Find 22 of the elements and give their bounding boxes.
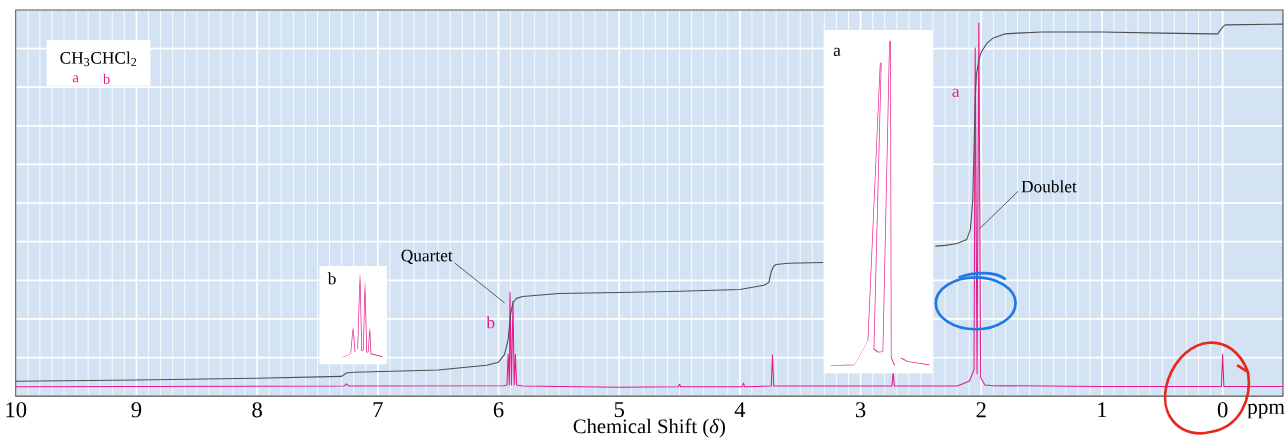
annotation: b bbox=[102, 73, 110, 84]
x-tick-label: 0 bbox=[1217, 402, 1228, 418]
x-tick-label: 10 bbox=[6, 402, 27, 418]
x-tick-label: 7 bbox=[373, 402, 383, 417]
x-tick-label: 1 bbox=[1098, 402, 1107, 418]
annotation: CH$_{3}$CHCl$_{2}$ bbox=[60, 51, 137, 67]
x-tick-label: 4 bbox=[734, 402, 746, 418]
annotation: b bbox=[486, 316, 495, 329]
annotation: Quartet bbox=[401, 249, 453, 265]
x-tick-label: 2 bbox=[976, 402, 986, 418]
x-tick-label: 5 bbox=[614, 402, 624, 418]
annotation: a bbox=[72, 75, 79, 83]
x-axis-title: Chemical Shift (δ) bbox=[573, 418, 725, 438]
annotation: a bbox=[833, 47, 841, 57]
x-tick-label: 6 bbox=[493, 402, 504, 418]
text: ppm bbox=[1247, 403, 1285, 419]
annotation: a bbox=[952, 88, 960, 97]
x-tick-label: 8 bbox=[252, 402, 262, 418]
annotation: b bbox=[327, 272, 336, 285]
x-tick-label: 9 bbox=[131, 402, 142, 418]
x-tick-label: 3 bbox=[856, 402, 866, 418]
annotation: Doublet bbox=[1021, 180, 1077, 193]
